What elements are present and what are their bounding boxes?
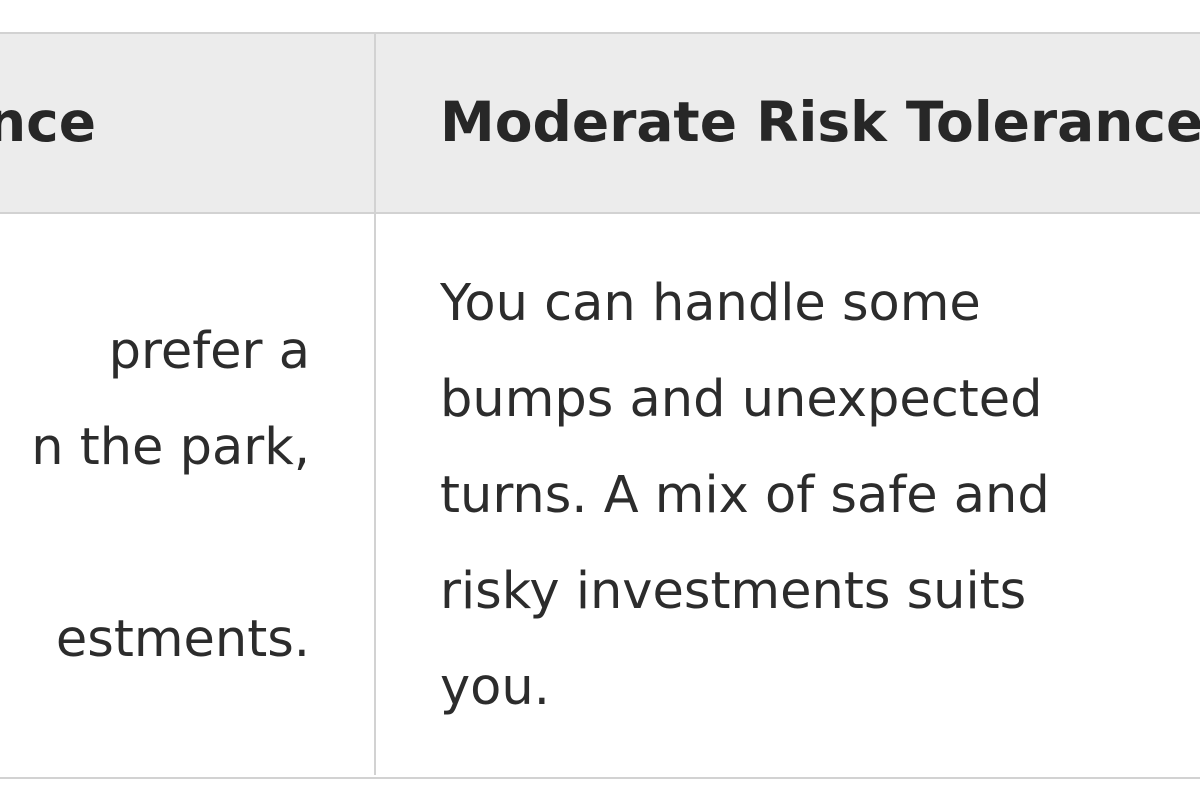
text-line: You can handle some: [440, 274, 981, 333]
text-line: prefer a: [108, 322, 310, 381]
header-cell-1: nce: [0, 34, 374, 212]
cell-text: You can handle some bumps and unexpected…: [440, 256, 1050, 736]
text-line: estments.: [55, 610, 310, 669]
text-line: risky investments suits: [440, 562, 1027, 621]
text-line: n the park,: [31, 418, 310, 477]
header-cell-label: Moderate Risk Tolerance: [440, 90, 1200, 154]
column-divider: [374, 34, 376, 775]
cell-text: prefer a n the park, estments.: [0, 304, 310, 688]
table-header-row: [0, 34, 1200, 214]
body-cell-1: prefer a n the park, estments.: [0, 214, 374, 773]
header-cell-2: Moderate Risk Tolerance: [376, 34, 1200, 212]
text-line: [0, 496, 310, 592]
text-line: you.: [440, 658, 550, 717]
body-cell-2: You can handle some bumps and unexpected…: [376, 214, 1200, 773]
risk-tolerance-table: [0, 32, 1200, 779]
text-line: bumps and unexpected: [440, 370, 1043, 429]
header-cell-label: nce: [0, 90, 96, 154]
text-line: turns. A mix of safe and: [440, 466, 1050, 525]
